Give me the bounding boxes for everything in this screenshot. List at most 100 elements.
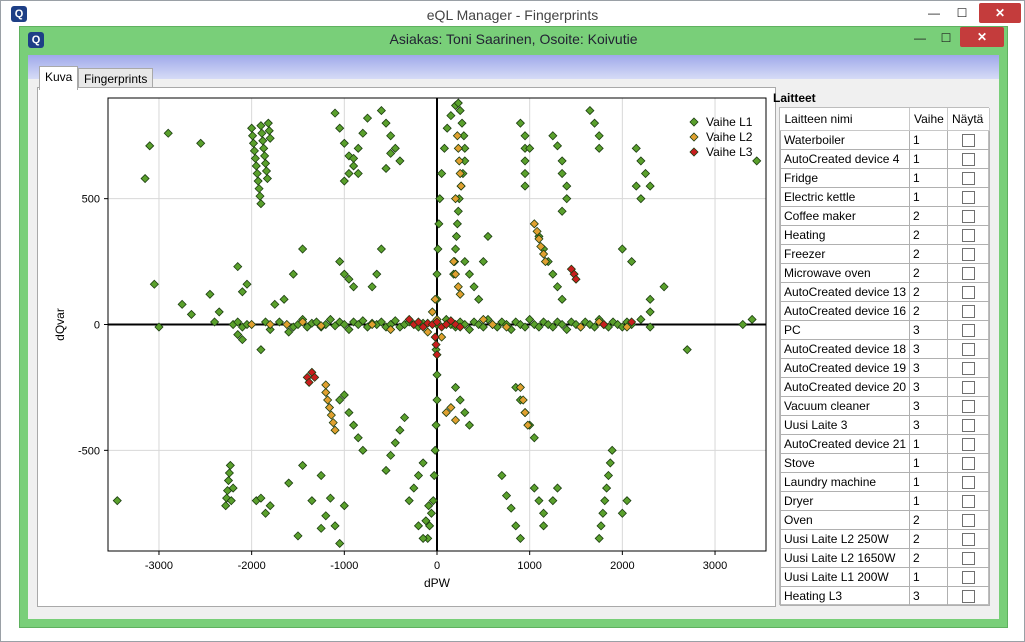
tab-fingerprints[interactable]: Fingerprints xyxy=(78,68,154,90)
device-name-cell[interactable]: Uusi Laite L2 1650W xyxy=(780,547,910,568)
device-name-cell[interactable]: Oven xyxy=(780,509,910,530)
device-name-cell[interactable]: AutoCreated device 20 xyxy=(780,376,910,397)
show-checkbox[interactable] xyxy=(962,513,975,527)
show-checkbox[interactable] xyxy=(962,342,975,356)
show-checkbox[interactable] xyxy=(962,589,975,603)
table-row[interactable]: AutoCreated device 19 3 xyxy=(780,357,990,378)
device-phase-cell[interactable]: 3 xyxy=(909,585,948,606)
device-name-cell[interactable]: PC xyxy=(780,319,910,340)
device-phase-cell[interactable]: 2 xyxy=(909,528,948,549)
show-checkbox[interactable] xyxy=(962,133,975,147)
table-row[interactable]: Laundry machine 1 xyxy=(780,471,990,492)
table-row[interactable]: Uusi Laite L2 1650W 2 xyxy=(780,547,990,568)
table-row[interactable]: Uusi Laite L1 200W 1 xyxy=(780,566,990,587)
device-name-cell[interactable]: AutoCreated device 18 xyxy=(780,338,910,359)
show-checkbox[interactable] xyxy=(962,570,975,584)
column-header-show[interactable]: Näytä xyxy=(947,108,990,131)
table-row[interactable]: AutoCreated device 16 2 xyxy=(780,300,990,321)
table-row[interactable]: Microwave oven 2 xyxy=(780,262,990,283)
table-row[interactable]: AutoCreated device 13 2 xyxy=(780,281,990,302)
device-phase-cell[interactable]: 1 xyxy=(909,129,948,150)
device-name-cell[interactable]: Uusi Laite 3 xyxy=(780,414,910,435)
device-name-cell[interactable]: Fridge xyxy=(780,167,910,188)
show-checkbox[interactable] xyxy=(962,380,975,394)
device-phase-cell[interactable]: 3 xyxy=(909,414,948,435)
device-phase-cell[interactable]: 2 xyxy=(909,300,948,321)
device-phase-cell[interactable]: 1 xyxy=(909,186,948,207)
column-header-name[interactable]: Laitteen nimi xyxy=(780,108,910,131)
table-row[interactable]: AutoCreated device 20 3 xyxy=(780,376,990,397)
device-phase-cell[interactable]: 3 xyxy=(909,395,948,416)
show-checkbox[interactable] xyxy=(962,171,975,185)
table-row[interactable]: Oven 2 xyxy=(780,509,990,530)
device-name-cell[interactable]: Freezer xyxy=(780,243,910,264)
column-header-phase[interactable]: Vaihe xyxy=(909,108,948,131)
device-name-cell[interactable]: Vacuum cleaner xyxy=(780,395,910,416)
device-phase-cell[interactable]: 1 xyxy=(909,452,948,473)
show-checkbox[interactable] xyxy=(962,475,975,489)
table-row[interactable]: Dryer 1 xyxy=(780,490,990,511)
device-phase-cell[interactable]: 3 xyxy=(909,338,948,359)
device-phase-cell[interactable]: 3 xyxy=(909,376,948,397)
show-checkbox[interactable] xyxy=(962,247,975,261)
device-name-cell[interactable]: AutoCreated device 21 xyxy=(780,433,910,454)
inner-maximize-button[interactable]: ☐ xyxy=(940,31,952,45)
table-row[interactable]: Freezer 2 xyxy=(780,243,990,264)
show-checkbox[interactable] xyxy=(962,437,975,451)
show-checkbox[interactable] xyxy=(962,285,975,299)
device-phase-cell[interactable]: 1 xyxy=(909,433,948,454)
show-checkbox[interactable] xyxy=(962,266,975,280)
show-checkbox[interactable] xyxy=(962,361,975,375)
device-name-cell[interactable]: Stove xyxy=(780,452,910,473)
show-checkbox[interactable] xyxy=(962,152,975,166)
device-phase-cell[interactable]: 2 xyxy=(909,224,948,245)
table-row[interactable]: Vacuum cleaner 3 xyxy=(780,395,990,416)
device-name-cell[interactable]: Coffee maker xyxy=(780,205,910,226)
table-row[interactable]: Uusi Laite L2 250W 2 xyxy=(780,528,990,549)
table-row[interactable]: Heating 2 xyxy=(780,224,990,245)
show-checkbox[interactable] xyxy=(962,456,975,470)
device-name-cell[interactable]: Laundry machine xyxy=(780,471,910,492)
device-name-cell[interactable]: Uusi Laite L2 250W xyxy=(780,528,910,549)
device-phase-cell[interactable]: 2 xyxy=(909,281,948,302)
table-row[interactable]: Electric kettle 1 xyxy=(780,186,990,207)
show-checkbox[interactable] xyxy=(962,399,975,413)
device-name-cell[interactable]: Electric kettle xyxy=(780,186,910,207)
table-row[interactable]: Stove 1 xyxy=(780,452,990,473)
device-name-cell[interactable]: AutoCreated device 19 xyxy=(780,357,910,378)
device-phase-cell[interactable]: 1 xyxy=(909,490,948,511)
device-phase-cell[interactable]: 3 xyxy=(909,319,948,340)
show-checkbox[interactable] xyxy=(962,418,975,432)
device-name-cell[interactable]: AutoCreated device 4 xyxy=(780,148,910,169)
show-checkbox[interactable] xyxy=(962,228,975,242)
device-phase-cell[interactable]: 2 xyxy=(909,262,948,283)
show-checkbox[interactable] xyxy=(962,304,975,318)
device-name-cell[interactable]: AutoCreated device 13 xyxy=(780,281,910,302)
device-name-cell[interactable]: Heating xyxy=(780,224,910,245)
show-checkbox[interactable] xyxy=(962,532,975,546)
show-checkbox[interactable] xyxy=(962,209,975,223)
outer-titlebar[interactable]: Q eQL Manager - Fingerprints — ☐ ✕ xyxy=(1,1,1024,27)
inner-close-button[interactable]: ✕ xyxy=(960,27,1004,47)
show-checkbox[interactable] xyxy=(962,323,975,337)
device-phase-cell[interactable]: 1 xyxy=(909,471,948,492)
device-name-cell[interactable]: Microwave oven xyxy=(780,262,910,283)
device-phase-cell[interactable]: 1 xyxy=(909,148,948,169)
table-row[interactable]: AutoCreated device 21 1 xyxy=(780,433,990,454)
table-row[interactable]: Coffee maker 2 xyxy=(780,205,990,226)
device-phase-cell[interactable]: 2 xyxy=(909,243,948,264)
table-row[interactable]: Fridge 1 xyxy=(780,167,990,188)
table-row[interactable]: AutoCreated device 18 3 xyxy=(780,338,990,359)
scatter-chart[interactable]: -3000 -2000 -1000 0 1000 2000 3000 -500 0 500 dPW d… xyxy=(38,88,775,606)
outer-close-button[interactable]: ✕ xyxy=(979,3,1021,23)
outer-minimize-button[interactable]: — xyxy=(928,6,940,20)
device-name-cell[interactable]: Dryer xyxy=(780,490,910,511)
table-row[interactable]: Waterboiler 1 xyxy=(780,129,990,150)
device-name-cell[interactable]: Waterboiler xyxy=(780,129,910,150)
device-phase-cell[interactable]: 2 xyxy=(909,205,948,226)
device-name-cell[interactable]: AutoCreated device 16 xyxy=(780,300,910,321)
device-name-cell[interactable]: Uusi Laite L1 200W xyxy=(780,566,910,587)
device-phase-cell[interactable]: 1 xyxy=(909,566,948,587)
show-checkbox[interactable] xyxy=(962,494,975,508)
device-phase-cell[interactable]: 1 xyxy=(909,167,948,188)
